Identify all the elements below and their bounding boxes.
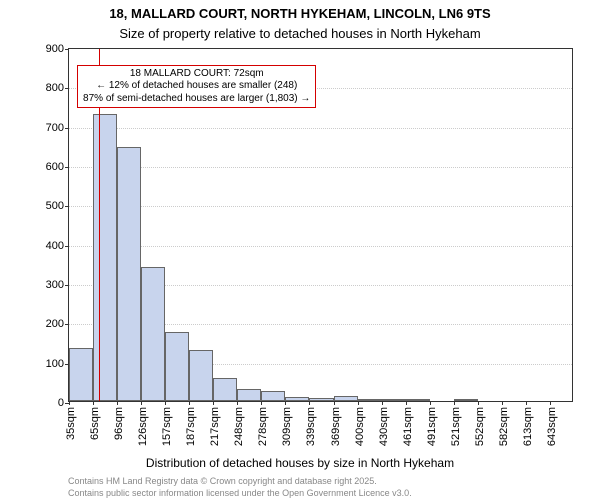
histogram-bar (309, 398, 333, 401)
x-tick-label: 309sqm (277, 407, 293, 446)
grid-line (69, 246, 572, 247)
x-tick-mark (189, 401, 190, 405)
histogram-bar (454, 399, 478, 401)
x-tick-mark (382, 401, 383, 405)
histogram-bar (141, 267, 165, 401)
annotation-line3: 87% of semi-detached houses are larger (… (83, 93, 310, 106)
y-tick-label: 300 (46, 279, 69, 291)
x-tick-label: 96sqm (109, 407, 125, 440)
x-tick-label: 521sqm (446, 407, 462, 446)
x-tick-label: 613sqm (518, 407, 534, 446)
y-tick-label: 600 (46, 161, 69, 173)
histogram-bar (69, 348, 93, 401)
y-tick-label: 200 (46, 318, 69, 330)
grid-line (69, 167, 572, 168)
histogram-bar (285, 397, 309, 401)
histogram-bar (93, 114, 117, 401)
x-tick-mark (526, 401, 527, 405)
x-tick-label: 65sqm (85, 407, 101, 440)
x-axis-label: Distribution of detached houses by size … (0, 456, 600, 470)
x-tick-mark (478, 401, 479, 405)
y-tick-label: 100 (46, 358, 69, 370)
annotation-line2: ← 12% of detached houses are smaller (24… (83, 80, 310, 93)
x-tick-mark (285, 401, 286, 405)
footer-copyright-2: Contains public sector information licen… (68, 488, 412, 498)
x-tick-mark (430, 401, 431, 405)
x-tick-mark (93, 401, 94, 405)
x-tick-mark (165, 401, 166, 405)
x-tick-mark (406, 401, 407, 405)
x-tick-mark (117, 401, 118, 405)
histogram-bar (213, 378, 237, 401)
histogram-bar (382, 399, 406, 401)
x-tick-label: 157sqm (157, 407, 173, 446)
x-tick-mark (358, 401, 359, 405)
annotation-line1: 18 MALLARD COURT: 72sqm (83, 68, 310, 81)
x-tick-mark (309, 401, 310, 405)
x-tick-mark (213, 401, 214, 405)
x-tick-mark (550, 401, 551, 405)
y-tick-label: 500 (46, 200, 69, 212)
y-tick-label: 900 (46, 43, 69, 55)
x-tick-mark (334, 401, 335, 405)
x-tick-mark (454, 401, 455, 405)
chart-title-line2: Size of property relative to detached ho… (0, 26, 600, 41)
footer-copyright-1: Contains HM Land Registry data © Crown c… (68, 476, 377, 486)
histogram-bar (261, 391, 285, 401)
x-tick-label: 400sqm (350, 407, 366, 446)
x-tick-label: 552sqm (470, 407, 486, 446)
x-tick-label: 126sqm (133, 407, 149, 446)
x-tick-label: 278sqm (253, 407, 269, 446)
histogram-bar (189, 350, 213, 401)
y-tick-label: 700 (46, 122, 69, 134)
x-tick-label: 217sqm (205, 407, 221, 446)
x-tick-label: 369sqm (326, 407, 342, 446)
x-tick-label: 187sqm (181, 407, 197, 446)
plot-area: 010020030040050060070080090035sqm65sqm96… (68, 48, 573, 402)
x-tick-label: 430sqm (374, 407, 390, 446)
x-tick-mark (237, 401, 238, 405)
chart-title-line1: 18, MALLARD COURT, NORTH HYKEHAM, LINCOL… (0, 6, 600, 21)
histogram-bar (358, 399, 382, 401)
x-tick-label: 35sqm (61, 407, 77, 440)
y-tick-label: 800 (46, 82, 69, 94)
x-tick-mark (261, 401, 262, 405)
grid-line (69, 128, 572, 129)
x-tick-mark (141, 401, 142, 405)
histogram-bar (117, 147, 141, 401)
grid-line (69, 206, 572, 207)
histogram-bar (334, 396, 358, 401)
x-tick-label: 461sqm (398, 407, 414, 446)
chart-container: 18, MALLARD COURT, NORTH HYKEHAM, LINCOL… (0, 0, 600, 500)
y-tick-label: 400 (46, 240, 69, 252)
x-tick-label: 248sqm (229, 407, 245, 446)
x-tick-label: 339sqm (301, 407, 317, 446)
histogram-bar (165, 332, 189, 401)
histogram-bar (237, 389, 261, 401)
x-tick-label: 582sqm (494, 407, 510, 446)
x-tick-label: 643sqm (542, 407, 558, 446)
x-tick-label: 491sqm (422, 407, 438, 446)
x-tick-mark (69, 401, 70, 405)
histogram-bar (406, 399, 430, 401)
x-tick-mark (502, 401, 503, 405)
annotation-box: 18 MALLARD COURT: 72sqm← 12% of detached… (77, 65, 316, 109)
